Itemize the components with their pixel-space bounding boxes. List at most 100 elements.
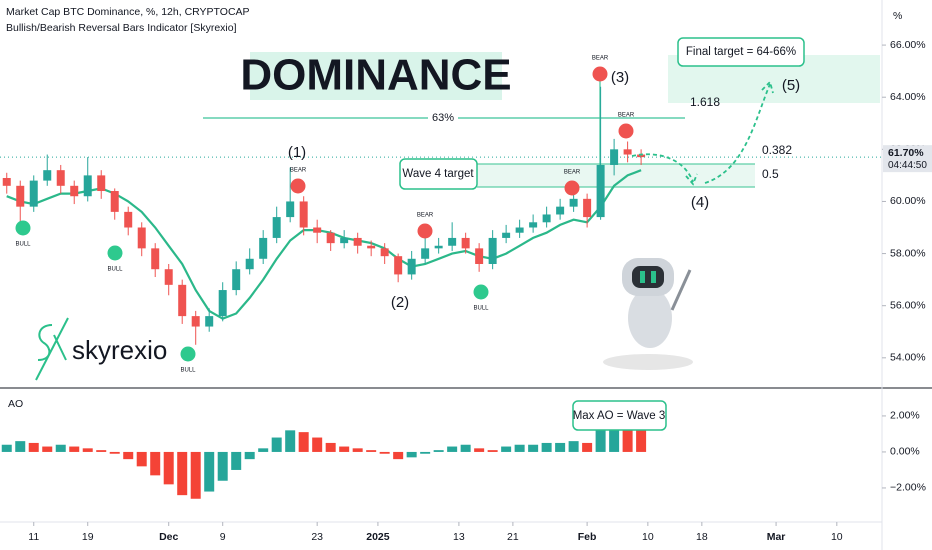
candle-body: [272, 217, 281, 238]
projection-arrow: [631, 153, 698, 186]
candle-body: [610, 149, 619, 165]
wave-label: (2): [391, 294, 409, 311]
candle-body: [2, 177, 11, 186]
ao-bar: [325, 442, 336, 452]
projection-arrow: [704, 80, 774, 184]
fib-label: 0.5: [762, 167, 779, 181]
ao-y-tick-label: 0.00%: [890, 446, 920, 458]
bear-signal: [564, 180, 580, 196]
fib-label: 0.382: [762, 143, 792, 157]
ao-bar: [582, 442, 593, 452]
candle-body: [340, 237, 349, 244]
x-tick-label: 21: [507, 531, 519, 543]
candle-body: [124, 211, 133, 228]
ao-bar: [568, 441, 579, 452]
candle-body: [569, 198, 578, 207]
countdown: 04:44:50: [888, 160, 927, 171]
target-label: Final target = 64-66%: [686, 46, 796, 58]
wave-label: (3): [611, 69, 629, 86]
ao-bar: [231, 451, 242, 470]
ao-bar: [460, 444, 471, 452]
ao-bar: [352, 448, 363, 452]
x-tick-label: 10: [642, 531, 654, 543]
level-label-bg: [428, 111, 458, 125]
bull-label: BULL: [180, 368, 196, 374]
candle-body: [367, 245, 376, 249]
ao-bar: [609, 423, 620, 452]
robot-body: [628, 288, 672, 348]
candle-body: [637, 154, 646, 158]
bull-signal: [180, 346, 196, 362]
robot-eye: [640, 271, 645, 283]
ao-bar: [514, 444, 525, 452]
ao-bar: [15, 441, 26, 452]
candle-body: [529, 222, 538, 228]
ao-bar: [501, 446, 512, 452]
ao-bar: [447, 446, 458, 452]
candle-body: [70, 185, 79, 197]
candle-body: [556, 206, 565, 215]
candle-body: [488, 237, 497, 264]
candle-body: [542, 214, 551, 223]
ao-y-tick-label: −2.00%: [890, 482, 926, 494]
ao-bar: [474, 448, 485, 452]
ao-y-tick-label: 2.00%: [890, 410, 920, 422]
fib-label: 1.618: [690, 95, 720, 109]
candle-body: [448, 237, 457, 246]
brand: skyrexio: [72, 335, 167, 365]
ao-bar: [406, 451, 417, 458]
robot-shadow: [603, 354, 693, 370]
ao-bar: [109, 451, 120, 454]
bear-signal: [618, 123, 634, 139]
max-ao-label: Max AO = Wave 3: [573, 410, 666, 422]
candle-body: [205, 316, 214, 327]
ao-bar: [190, 451, 201, 499]
bear-signal: [417, 223, 433, 239]
candle-body: [394, 256, 403, 275]
x-tick-label: 18: [696, 531, 708, 543]
ao-bar: [487, 450, 498, 452]
ao-bar: [258, 448, 269, 452]
ao-bar: [217, 451, 228, 481]
ao-bar: [379, 451, 390, 454]
target-label-box: [677, 37, 805, 67]
bear-signal: [290, 178, 306, 194]
candle-body: [218, 290, 227, 317]
ao-bar: [163, 451, 174, 485]
headline-box: [250, 52, 502, 100]
y-tick-label: 60.00%: [890, 195, 926, 207]
bear-label: BEAR: [290, 168, 307, 174]
ao-bar: [244, 451, 255, 460]
ao-bar: [271, 437, 282, 452]
candle-body: [191, 316, 200, 327]
indicator-title: Bullish/Bearish Reversal Bars Indicator …: [6, 22, 237, 34]
candle-body: [286, 201, 295, 218]
candle-body: [353, 237, 362, 246]
bull-label: BULL: [473, 306, 489, 312]
headline: DOMINANCE: [240, 51, 511, 100]
ao-bar: [150, 451, 161, 476]
bull-signal: [107, 245, 123, 261]
robot-face: [632, 266, 664, 288]
candle-body: [407, 258, 416, 275]
x-tick-label: 11: [28, 531, 39, 543]
ao-bar: [285, 430, 296, 452]
ao-label: AO: [8, 398, 23, 410]
ao-bar: [312, 437, 323, 452]
ao-bar: [177, 451, 188, 496]
candle-body: [326, 232, 335, 244]
candle-body: [434, 245, 443, 249]
y-tick-label: 58.00%: [890, 247, 926, 259]
wave4-label-box: [399, 158, 478, 190]
ao-bar: [636, 428, 647, 452]
x-tick-label: 19: [82, 531, 94, 543]
y-tick-label: 64.00%: [890, 91, 926, 103]
ao-bar: [393, 451, 404, 460]
candle-body: [164, 269, 173, 285]
candle-body: [515, 227, 524, 233]
bear-label: BEAR: [592, 56, 609, 62]
bear-label: BEAR: [417, 213, 434, 219]
candle-body: [259, 237, 268, 259]
x-tick-label: 9: [220, 531, 226, 543]
ao-bar: [541, 442, 552, 452]
